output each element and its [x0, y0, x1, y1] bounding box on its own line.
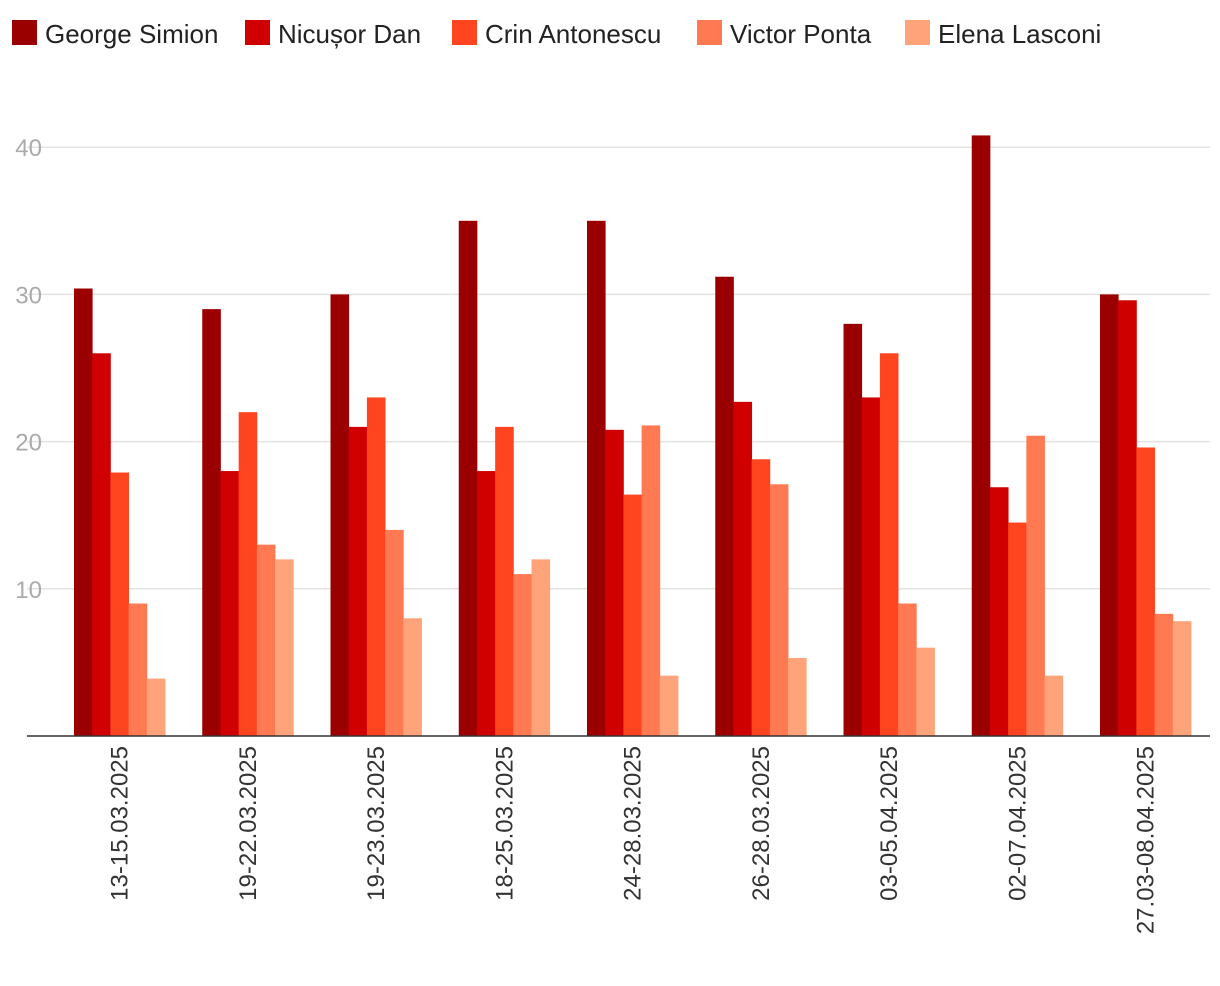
bar — [146, 678, 166, 736]
legend-label: Victor Ponta — [730, 19, 872, 49]
bar — [403, 618, 422, 736]
bar — [110, 472, 129, 736]
bar — [715, 276, 734, 736]
x-tick-label: 13-15.03.2025 — [107, 746, 134, 901]
y-tick-label: 30 — [15, 282, 42, 309]
bar — [861, 397, 881, 736]
bar — [989, 487, 1009, 736]
bar — [256, 544, 276, 736]
bar — [366, 397, 386, 736]
bar — [458, 220, 478, 737]
bar — [1008, 522, 1027, 736]
bar — [531, 559, 551, 736]
bar — [275, 559, 294, 736]
bar — [1044, 675, 1064, 736]
bar — [330, 294, 350, 736]
x-tick-label: 02-07.04.2025 — [1004, 746, 1031, 901]
bar — [605, 429, 624, 736]
bar — [623, 494, 642, 736]
x-tick-label: 24-28.03.2025 — [620, 746, 647, 901]
bar — [641, 425, 661, 736]
bar — [879, 353, 899, 736]
legend-label: Elena Lasconi — [938, 19, 1101, 49]
bar — [659, 675, 679, 736]
bar — [385, 529, 404, 736]
bar — [769, 484, 789, 736]
x-axis-ticks: 13-15.03.2025 19-22.03.2025 19-23.03.2025 1… — [107, 746, 1160, 934]
bar — [74, 288, 93, 736]
legend-label: George Simion — [45, 19, 218, 49]
x-tick-label: 26-28.03.2025 — [748, 746, 775, 901]
y-tick-label: 40 — [15, 135, 42, 162]
legend: George Simion Nicușor Dan Crin Antonescu Vi… — [12, 19, 1101, 49]
bar — [220, 471, 240, 736]
x-tick-label: 27.03-08.04.2025 — [1133, 746, 1160, 934]
legend-swatch — [452, 20, 477, 45]
bar — [733, 401, 753, 736]
legend-swatch — [245, 20, 270, 45]
bar — [916, 647, 935, 736]
legend-label: Crin Antonescu — [485, 19, 661, 49]
legend-swatch — [697, 20, 722, 45]
bars — [74, 135, 1192, 737]
legend-swatch — [905, 20, 930, 45]
bar — [788, 657, 807, 736]
bar — [1136, 447, 1155, 736]
bar — [1154, 613, 1174, 736]
y-tick-label: 20 — [15, 430, 42, 457]
x-tick-label: 19-22.03.2025 — [235, 746, 262, 901]
legend-swatch — [12, 20, 37, 45]
bar — [1026, 435, 1045, 736]
x-tick-label: 18-25.03.2025 — [491, 746, 518, 901]
legend-label: Nicușor Dan — [278, 19, 421, 49]
bar — [587, 220, 606, 737]
x-tick-label: 19-23.03.2025 — [363, 746, 390, 901]
x-tick-label: 03-05.04.2025 — [876, 746, 903, 901]
bar — [348, 426, 368, 736]
bar — [1100, 294, 1119, 736]
bar — [751, 459, 771, 736]
y-axis-ticks: 10 20 30 40 — [15, 135, 42, 604]
bar — [202, 309, 221, 736]
bar — [971, 135, 991, 736]
bar — [898, 603, 917, 736]
y-tick-label: 10 — [15, 577, 42, 604]
bar — [238, 412, 258, 736]
bar — [476, 471, 496, 736]
bar — [1118, 300, 1137, 736]
bar — [843, 323, 863, 736]
bar — [513, 574, 532, 736]
bar — [495, 426, 514, 736]
bar — [1172, 621, 1192, 736]
bar — [128, 603, 148, 736]
bar — [92, 353, 111, 736]
